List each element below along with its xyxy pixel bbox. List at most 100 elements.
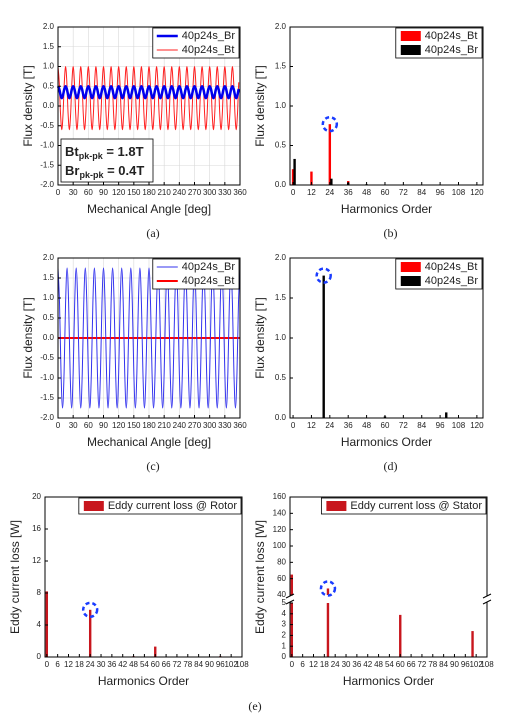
x-tick-label: 72 <box>399 188 408 197</box>
x-tick-label: 180 <box>142 188 156 197</box>
y-tick-label: 1.0 <box>43 293 55 302</box>
x-tick-label: 18 <box>75 660 84 669</box>
data-line <box>56 84 240 100</box>
x-tick-label: 120 <box>470 188 484 197</box>
y-tick-label: -2.0 <box>40 180 54 189</box>
x-tick-label: 24 <box>325 188 334 197</box>
y-tick-label: 0.0 <box>275 180 287 189</box>
x-tick-label: 36 <box>344 188 353 197</box>
legend: 40p24s_Bt 40p24s_Br <box>395 27 483 59</box>
bar <box>326 603 330 657</box>
annotation-rest: = 0.4T <box>103 163 144 178</box>
x-tick-label: 96 <box>461 660 470 669</box>
legend-label: 40p24s_Bt <box>182 44 235 56</box>
chart-panel: 0 12 24 36 48 60 72 84 96 108 120 0.0 0.5 1.0 1.5 2.0 Ha… <box>253 253 484 473</box>
x-tick-label: 90 <box>99 188 108 197</box>
y-tick-label: -0.5 <box>40 121 54 130</box>
legend-label: Eddy current loss @ Rotor <box>108 500 237 512</box>
plot-frame <box>289 496 488 658</box>
x-tick-label: 102 <box>224 660 238 669</box>
data-line <box>57 267 241 409</box>
bar <box>310 171 313 185</box>
y-tick-label: 2.0 <box>275 22 287 31</box>
y-axis-title: Flux density [T] <box>21 65 35 146</box>
legend-box <box>152 258 240 290</box>
x-tick-label: 300 <box>203 421 217 430</box>
y-tick-label: 3 <box>282 620 287 629</box>
y-tick-label: 2 <box>282 631 287 640</box>
annotation-sub: pk-pk <box>79 151 104 161</box>
x-tick-label: 42 <box>118 660 127 669</box>
bar <box>445 412 448 418</box>
x-tick-label: 30 <box>69 188 78 197</box>
legend-box <box>152 27 240 59</box>
x-tick-label: 36 <box>352 660 361 669</box>
x-tick-label: 12 <box>309 660 318 669</box>
legend-label: 40p24s_Br <box>425 275 479 287</box>
x-tick-label: 78 <box>183 660 192 669</box>
x-tick-label: 96 <box>216 660 225 669</box>
x-tick-label: 24 <box>325 421 334 430</box>
x-axis-title: Harmonics Order <box>341 202 432 216</box>
legend-swatch <box>400 45 421 55</box>
x-tick-label: 102 <box>469 660 483 669</box>
x-tick-label: 0 <box>56 421 61 430</box>
x-tick-label: 48 <box>362 188 371 197</box>
legend-swatch <box>400 31 421 41</box>
caption: (e) <box>248 699 261 713</box>
x-tick-label: 78 <box>428 660 437 669</box>
x-tick-label: 48 <box>362 421 371 430</box>
y-tick-label: 60 <box>277 574 286 583</box>
x-tick-label: 24 <box>86 660 95 669</box>
x-tick-label: 84 <box>439 660 448 669</box>
x-tick-label: 150 <box>127 188 141 197</box>
caption: (d) <box>384 459 398 473</box>
x-tick-label: 300 <box>203 188 217 197</box>
x-tick-label: 0 <box>291 421 296 430</box>
y-tick-label: 1.5 <box>275 293 287 302</box>
bar <box>293 158 296 185</box>
x-tick-label: 72 <box>172 660 181 669</box>
x-tick-label: 60 <box>381 421 390 430</box>
y-tick-label: 1.0 <box>43 62 55 71</box>
chart-panel: 0 6 12 18 24 30 36 42 48 54 60 66 72 78 84 90 96 10210804… <box>8 492 249 688</box>
chart-panel: 0 30 60 90 120 150 180 210 240 270 300 330 360 -2.0 -1… <box>21 22 247 240</box>
x-axis-title: Harmonics Order <box>341 435 432 449</box>
x-tick-label: 120 <box>112 188 126 197</box>
legend-label: 40p24s_Br <box>182 261 236 273</box>
x-tick-label: 18 <box>320 660 329 669</box>
x-axis-title: Harmonics Order <box>98 674 189 688</box>
legend-box <box>78 497 242 515</box>
y-tick-label: 0.0 <box>43 101 55 110</box>
x-tick-label: 0 <box>56 188 61 197</box>
legend-swatch <box>326 501 347 511</box>
legend-label: 40p24s_Bt <box>425 30 478 42</box>
x-tick-label: 360 <box>233 188 247 197</box>
annotation-sub: pk-pk <box>79 170 104 180</box>
x-tick-label: 240 <box>173 188 187 197</box>
bar <box>88 609 92 657</box>
y-tick-label: -1.5 <box>40 393 54 402</box>
legend-label: 40p24s_Bt <box>182 275 235 287</box>
y-tick-label: 0.5 <box>275 141 287 150</box>
y-tick-label: -1.0 <box>40 141 54 150</box>
highlight-circle <box>81 601 99 619</box>
legend-label: 40p24s_Br <box>182 30 236 42</box>
y-tick-label: 8 <box>37 588 42 597</box>
x-tick-label: 84 <box>417 188 426 197</box>
y-tick-label: 16 <box>32 524 41 533</box>
bar <box>330 178 333 185</box>
legend: Eddy current loss @ Rotor <box>78 497 242 515</box>
x-tick-label: 60 <box>84 188 93 197</box>
y-tick-label: 160 <box>273 492 287 501</box>
x-tick-label: 0 <box>45 660 50 669</box>
x-tick-label: 360 <box>233 421 247 430</box>
bar <box>290 603 294 657</box>
x-tick-label: 330 <box>218 421 232 430</box>
x-tick-label: 60 <box>151 660 160 669</box>
y-axis-title: Flux density [T] <box>21 297 35 378</box>
x-tick-label: 54 <box>140 660 149 669</box>
